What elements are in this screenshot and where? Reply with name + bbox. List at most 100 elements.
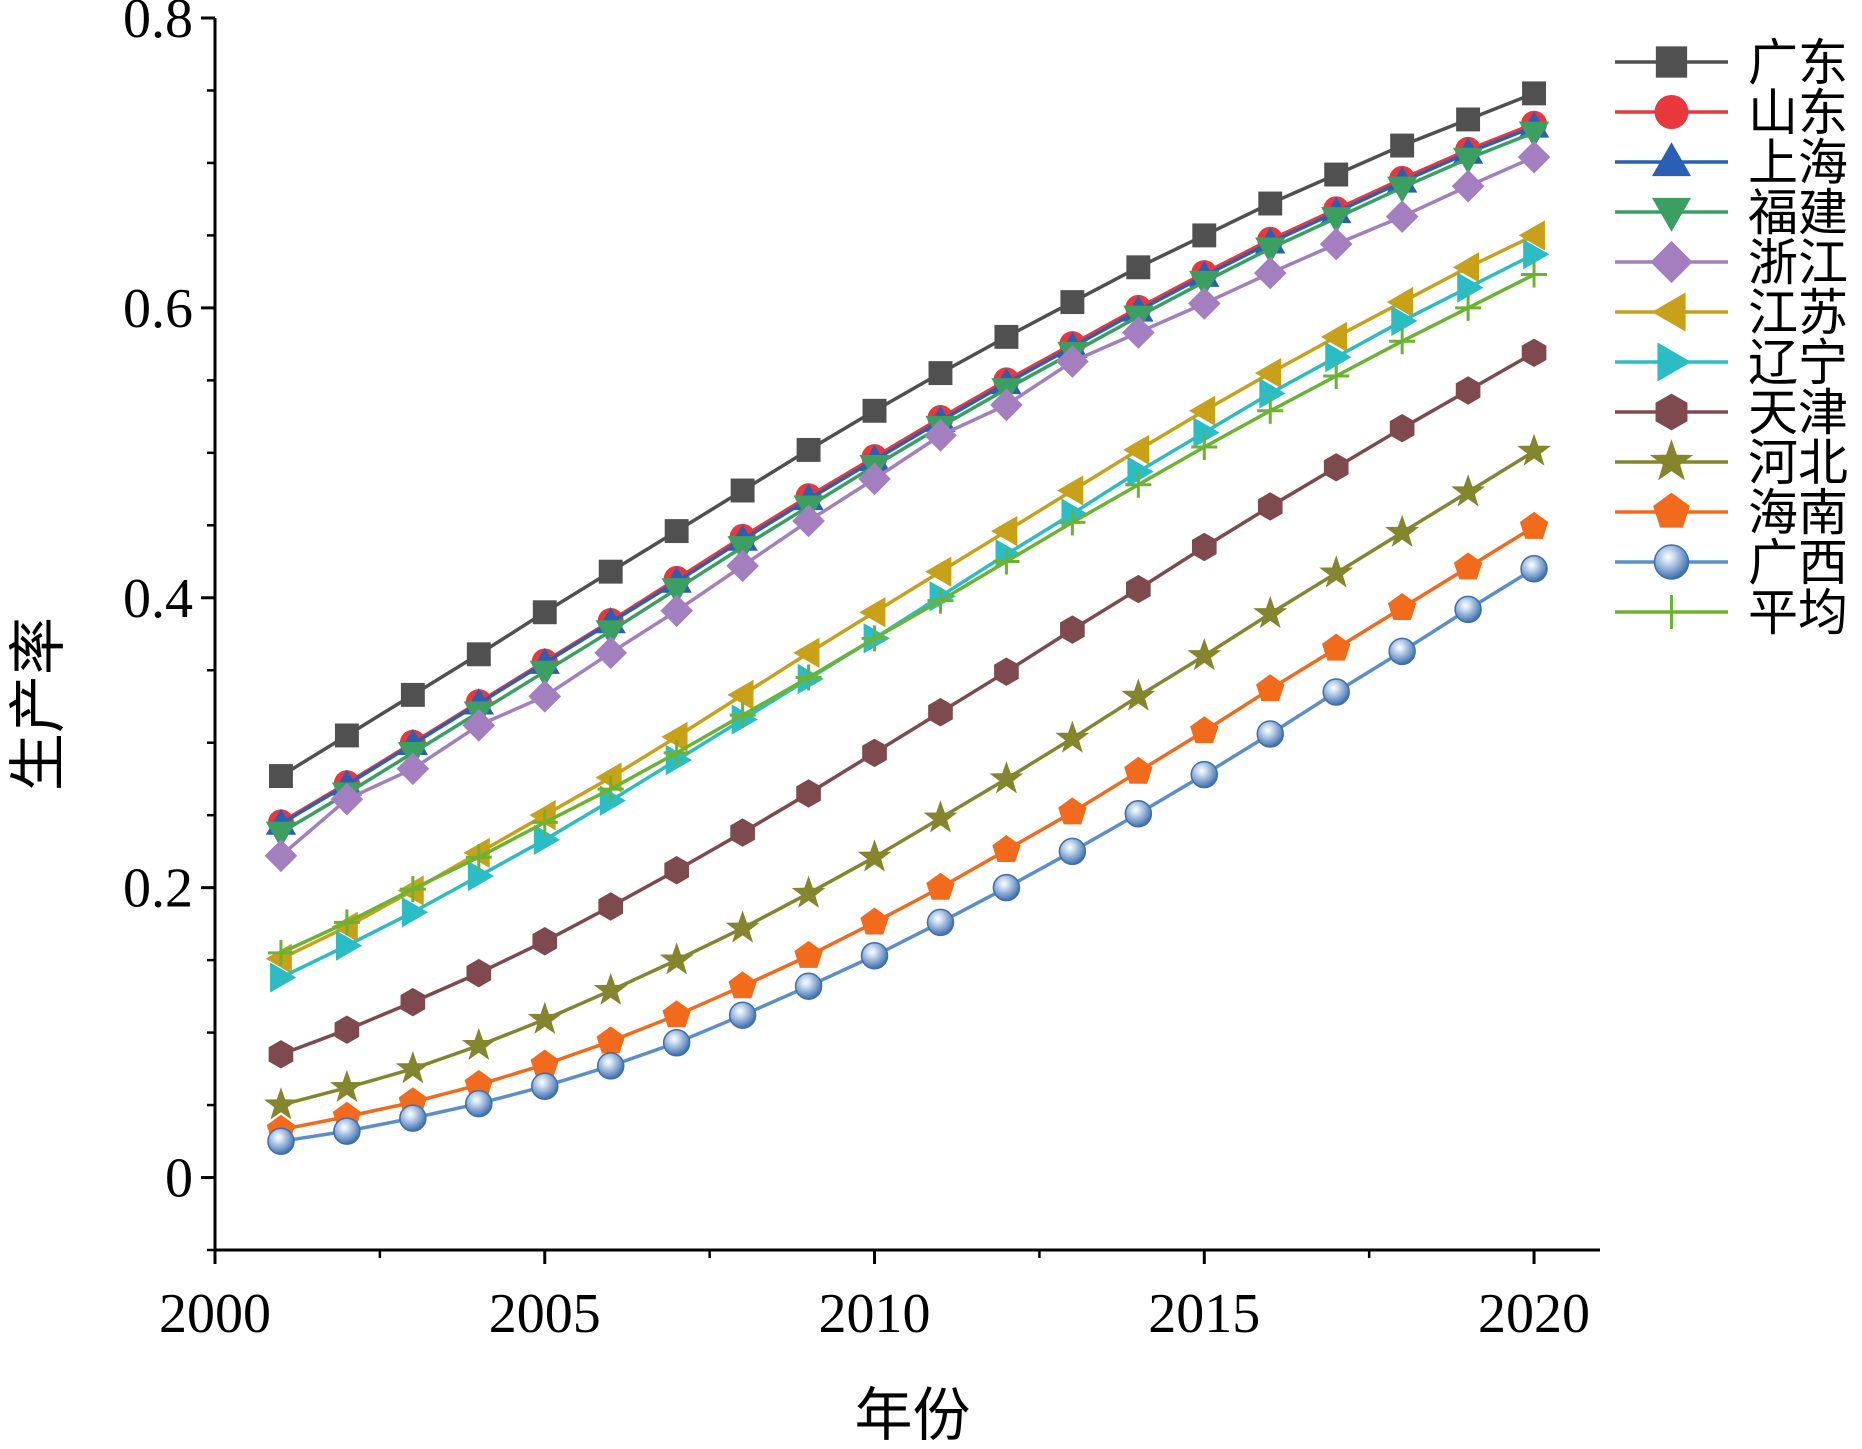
data-point [1257,397,1284,424]
data-point [265,821,297,848]
data-point [862,398,887,423]
data-point [599,785,627,816]
series-6 [270,239,1550,993]
data-point [598,892,624,921]
series-11 [267,261,1548,966]
data-point [662,1000,691,1028]
data-point [994,657,1019,686]
data-point [593,972,628,1005]
legend-label: 山东 [1748,85,1848,141]
data-point [729,702,756,729]
data-point [1056,345,1089,378]
data-point [661,721,688,753]
legend-item: 海南 [1615,485,1848,541]
data-point [991,515,1018,547]
series-line [280,233,1535,961]
data-point [659,942,694,975]
data-point [400,682,425,707]
data-point [727,536,758,563]
legend-item: 山东 [1615,85,1848,141]
data-point [1518,220,1545,251]
data-point [925,556,952,587]
series-line [280,449,1535,1107]
data-point [993,548,1020,575]
data-point [594,636,628,670]
legend-marker [1653,492,1690,528]
data-point [264,1087,298,1120]
data-point [990,388,1023,422]
data-point [994,324,1019,349]
data-point [927,587,954,614]
plot-area [264,81,1551,1156]
data-point [661,578,692,605]
series-line [280,272,1535,955]
x-tick-label: 2015 [1148,1283,1260,1345]
data-point [1127,456,1154,487]
data-point [860,942,889,970]
legend-item: 平均 [1615,585,1848,641]
legend-marker [1649,439,1694,481]
data-point [595,762,622,793]
legend-label: 广西 [1748,535,1848,591]
data-point [664,519,689,544]
data-point [267,939,294,966]
data-point [728,971,757,999]
legend-item: 河北 [1615,435,1848,491]
data-point [1451,169,1485,203]
legend-label: 河北 [1748,435,1848,491]
data-point [401,897,429,928]
data-point [791,875,826,908]
data-point [598,559,623,584]
data-point [1124,756,1153,784]
data-point [1060,290,1085,315]
data-point [1192,223,1217,248]
data-point [1518,121,1550,148]
data-point [1386,286,1414,318]
data-point [1254,357,1282,389]
data-point [1193,417,1220,448]
data-point [1187,287,1221,320]
data-point [531,1072,559,1100]
data-point [1256,720,1284,748]
y-tick-label: 0.8 [123,0,193,50]
data-point [1523,239,1550,270]
data-point [1388,637,1416,666]
data-point [1320,321,1348,353]
legend-item: 广西 [1615,535,1848,591]
data-point [1060,615,1085,644]
data-point [400,987,426,1017]
data-point [466,958,492,988]
data-point [527,1001,562,1034]
x-tick-label: 2005 [489,1283,601,1345]
data-point [330,782,364,816]
data-point [992,873,1021,902]
data-point [528,680,562,713]
data-point [1385,200,1419,233]
data-point [1389,328,1416,355]
data-point [1124,799,1153,828]
data-point [662,1028,691,1057]
x-tick-label: 2020 [1478,1283,1590,1345]
series-8 [264,433,1551,1120]
data-point [793,637,820,669]
data-point [399,1104,427,1132]
data-point [1455,376,1481,405]
data-point [730,818,755,847]
data-point [794,940,823,968]
legend-label: 上海 [1748,135,1848,191]
data-point [1319,555,1354,588]
data-point [858,462,891,496]
data-point [396,752,430,786]
series-line [280,91,1535,778]
data-point [1126,574,1151,604]
data-point [530,1049,559,1077]
legend-marker [1654,595,1689,629]
data-point [399,876,426,903]
legend-label: 福建 [1748,185,1848,241]
data-point [336,930,363,961]
data-point [1391,305,1418,337]
data-point [1059,509,1086,536]
data-point [1125,471,1152,498]
legend-marker [1653,544,1690,580]
